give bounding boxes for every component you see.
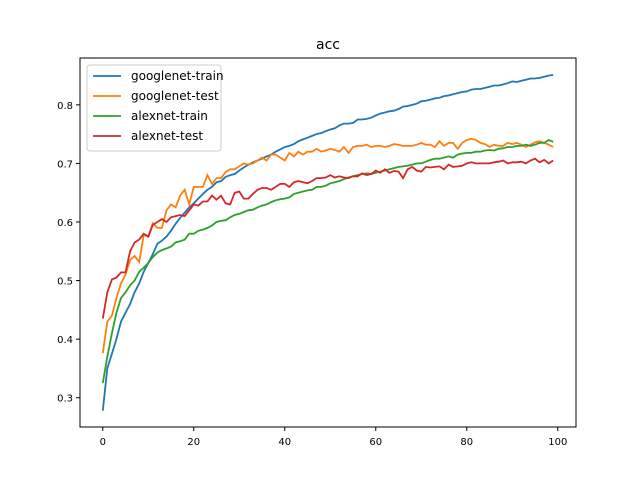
x-tick-label: 60 [369, 437, 382, 448]
x-tick-label: 0 [100, 437, 106, 448]
y-tick-label: 0.8 [57, 101, 73, 112]
series-line-alexnet-train [101, 138, 554, 384]
series-line-alexnet-test [101, 157, 554, 319]
y-tick-label: 0.4 [57, 335, 73, 346]
chart-title: acc [316, 37, 340, 53]
y-tick-label: 0.5 [57, 277, 73, 288]
axes-frame [79, 57, 577, 428]
y-tick-label: 0.3 [57, 394, 73, 405]
series-line-googlenet-train [101, 74, 554, 411]
legend-label: alexnet-test [131, 129, 203, 143]
x-tick-label: 100 [548, 437, 567, 448]
legend-label: alexnet-train [131, 109, 208, 123]
x-tick-label: 40 [278, 437, 291, 448]
series-line-googlenet-test [101, 137, 554, 354]
legend: googlenet-train googlenet-test alexnet-tra… [86, 64, 224, 152]
y-tick-label: 0.7 [57, 159, 73, 170]
x-tick-label: 80 [460, 437, 473, 448]
legend-box [86, 64, 222, 152]
y-tick-label: 0.6 [57, 218, 73, 229]
legend-label: googlenet-test [131, 89, 219, 103]
legend-label: googlenet-train [131, 69, 224, 83]
x-tick-label: 20 [187, 437, 200, 448]
